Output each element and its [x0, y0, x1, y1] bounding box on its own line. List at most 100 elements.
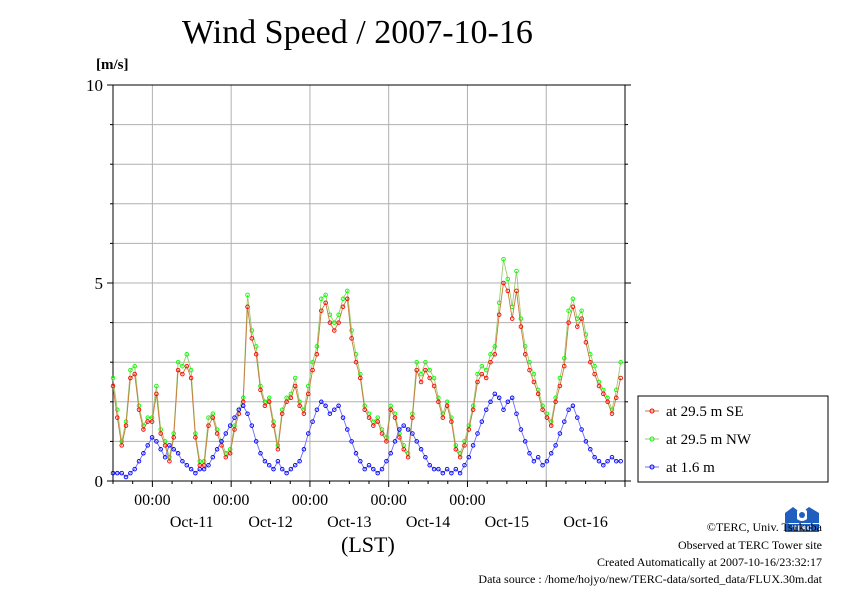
data-point	[475, 379, 480, 385]
data-point	[206, 423, 211, 428]
data-point	[540, 462, 545, 468]
data-point	[423, 367, 428, 373]
data-point	[388, 451, 393, 456]
data-point	[319, 308, 324, 313]
data-point	[444, 466, 450, 472]
data-point	[266, 462, 272, 468]
data-point	[245, 411, 250, 416]
data-point	[588, 359, 593, 365]
data-point	[175, 359, 181, 365]
legend-marker	[649, 408, 655, 414]
x-day-label: Oct-13	[327, 514, 371, 531]
data-point	[271, 466, 276, 472]
data-point	[249, 336, 255, 341]
data-point	[271, 423, 276, 428]
legend-label: at 1.6 m	[666, 460, 715, 476]
data-point	[219, 439, 224, 444]
data-point	[171, 435, 176, 440]
data-point	[544, 415, 550, 420]
data-point	[418, 447, 424, 452]
data-point	[340, 296, 346, 302]
data-point	[149, 419, 155, 424]
data-point	[553, 443, 558, 448]
data-point	[379, 431, 385, 436]
data-point	[414, 439, 419, 444]
data-point	[562, 419, 567, 424]
data-point	[535, 391, 541, 397]
data-point	[466, 454, 472, 460]
data-point	[596, 458, 602, 464]
data-point	[579, 427, 584, 432]
data-point	[132, 466, 137, 472]
data-point	[366, 462, 372, 468]
data-point	[132, 371, 137, 377]
data-point	[488, 399, 493, 405]
data-point	[375, 470, 380, 476]
data-point	[245, 292, 250, 298]
data-point	[314, 352, 320, 357]
data-point	[505, 399, 511, 405]
data-point	[392, 439, 398, 444]
x-tick-label: 00:00	[370, 492, 406, 509]
data-point	[292, 375, 298, 381]
data-point	[353, 359, 359, 365]
data-point	[371, 423, 376, 428]
data-point	[358, 375, 363, 381]
data-point	[275, 447, 281, 452]
data-point	[423, 359, 428, 365]
data-point	[284, 470, 289, 476]
data-point	[548, 423, 554, 428]
data-point	[483, 375, 489, 381]
data-point	[592, 454, 597, 460]
data-point	[301, 447, 307, 452]
credit-source: Data source : /home/hojyo/new/TERC-data/…	[478, 572, 822, 586]
data-point	[123, 474, 129, 480]
data-point	[115, 407, 120, 412]
y-axis-unit-label: [m/s]	[96, 57, 129, 73]
data-point	[583, 340, 589, 345]
data-point	[505, 288, 511, 294]
x-tick-label: 00:00	[134, 492, 170, 509]
data-point	[332, 407, 337, 412]
data-point	[618, 458, 623, 464]
data-point	[375, 419, 380, 424]
data-point	[262, 458, 268, 464]
data-point	[592, 363, 597, 369]
series-line	[112, 281, 622, 466]
data-point	[154, 391, 159, 397]
data-point	[436, 399, 441, 405]
data-point	[128, 367, 133, 373]
data-point	[340, 415, 346, 420]
data-point	[483, 407, 489, 412]
credit-copyright: ©TERC, Univ. Tsukuba	[706, 520, 822, 534]
data-point	[180, 458, 185, 464]
data-point	[492, 344, 498, 349]
data-point	[184, 363, 190, 369]
legend-marker	[649, 464, 655, 470]
data-point	[501, 256, 506, 262]
data-point	[245, 304, 250, 310]
data-point	[475, 371, 480, 377]
x-tick-label: 00:00	[449, 492, 485, 509]
data-point	[353, 451, 359, 456]
x-tick-label: 00:00	[213, 492, 249, 509]
x-axis-label: (LST)	[341, 532, 395, 557]
data-point	[431, 375, 437, 381]
data-point	[162, 443, 168, 448]
data-point	[405, 454, 411, 460]
credit-site: Observed at TERC Tower site	[677, 538, 822, 552]
data-point	[392, 415, 398, 420]
data-point	[453, 466, 459, 472]
data-point	[505, 276, 511, 282]
data-point	[514, 288, 519, 294]
data-point	[397, 435, 402, 440]
data-point	[232, 415, 237, 420]
data-point	[115, 470, 120, 476]
data-point	[227, 451, 233, 456]
data-point	[440, 415, 446, 420]
data-point	[262, 403, 268, 409]
data-point	[154, 383, 159, 389]
data-point	[575, 415, 580, 420]
data-point	[345, 296, 350, 302]
